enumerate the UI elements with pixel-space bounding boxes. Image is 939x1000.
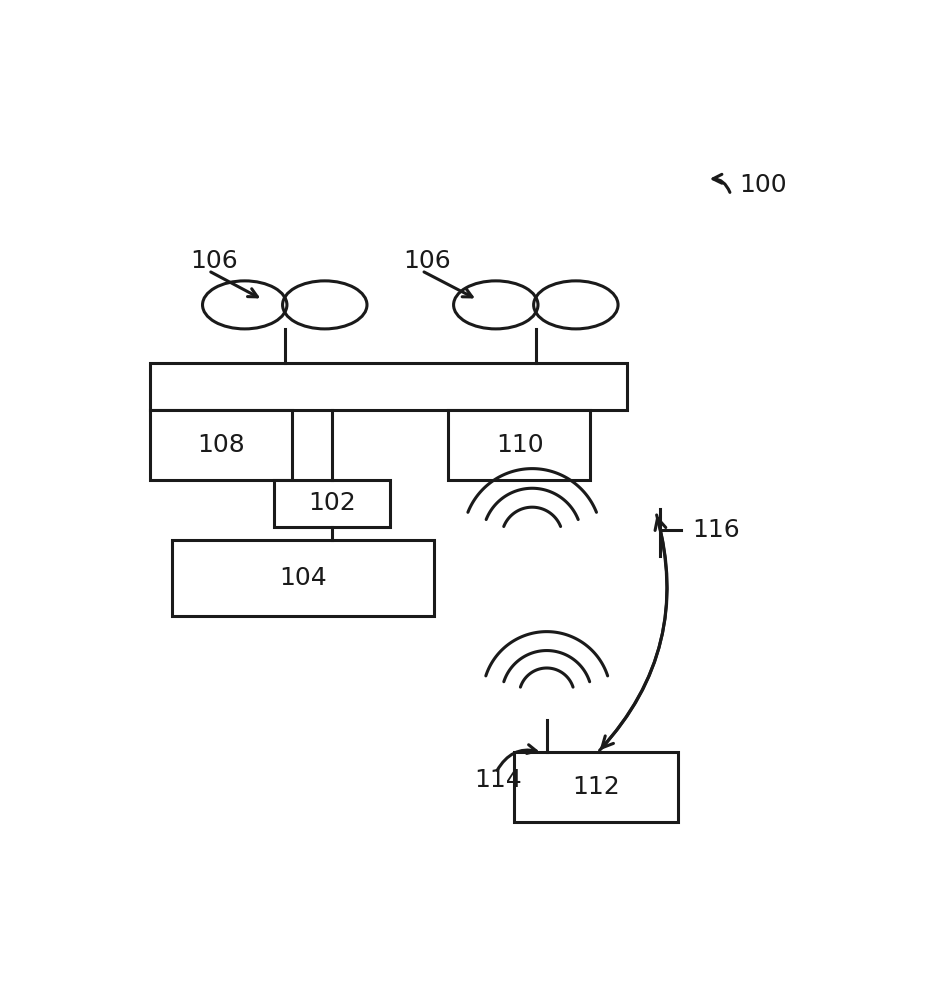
Text: 108: 108 [197,433,245,457]
Bar [449,410,591,480]
Text: 102: 102 [308,491,356,515]
Text: 104: 104 [279,566,327,590]
Text: 106: 106 [404,249,451,273]
Text: 112: 112 [573,775,620,799]
Text: 106: 106 [191,249,238,273]
Bar [514,752,678,822]
Bar [274,480,391,527]
Text: 116: 116 [692,518,740,542]
Text: 100: 100 [740,173,787,197]
Text: 110: 110 [496,433,544,457]
FancyArrowPatch shape [600,518,668,750]
FancyArrowPatch shape [497,745,536,770]
FancyArrowPatch shape [210,272,257,297]
FancyArrowPatch shape [424,272,472,297]
FancyArrowPatch shape [602,515,667,748]
Bar [172,540,434,616]
Text: 114: 114 [474,768,522,792]
Bar [150,410,292,480]
FancyArrowPatch shape [713,174,730,192]
Bar [150,363,627,410]
